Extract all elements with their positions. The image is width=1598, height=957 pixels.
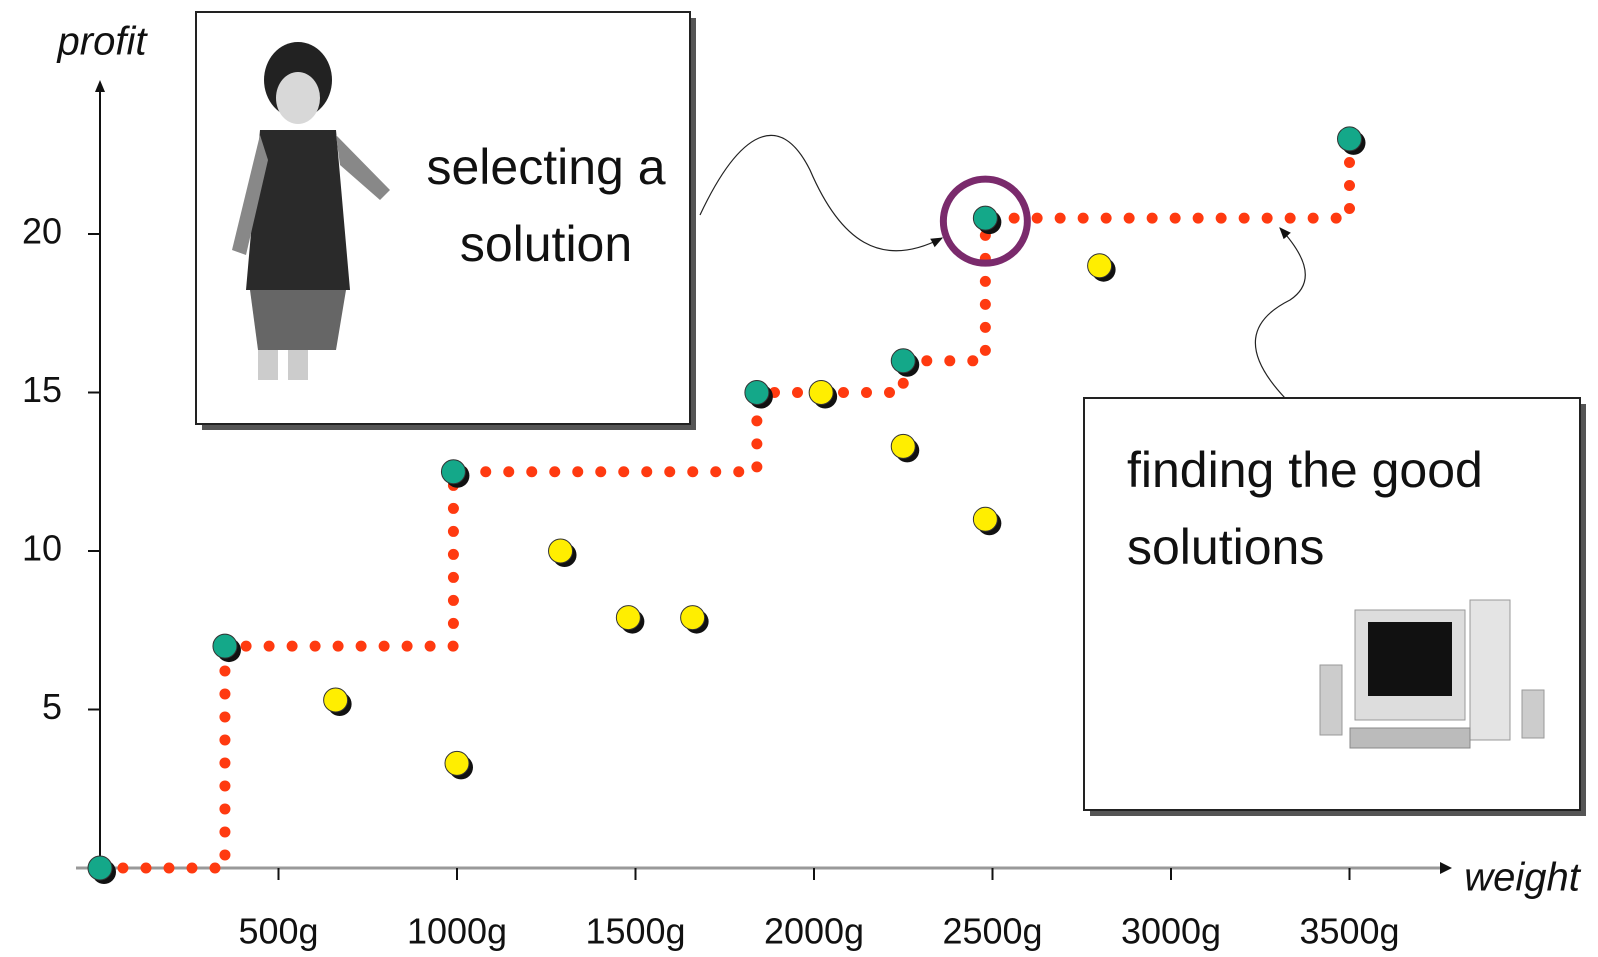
y-tick-label: 20	[22, 211, 62, 252]
point	[445, 751, 469, 775]
point	[681, 606, 705, 630]
point	[745, 381, 769, 405]
annotation-text: solutions	[1127, 519, 1324, 575]
x-tick-label: 500g	[238, 911, 318, 952]
annotation-arrow	[1255, 228, 1305, 398]
y-axis-arrow	[95, 80, 105, 92]
point	[891, 349, 915, 373]
point	[973, 507, 997, 531]
point	[1088, 254, 1112, 278]
point	[324, 688, 348, 712]
point	[891, 434, 915, 458]
x-tick-label: 3500g	[1299, 911, 1399, 952]
annotation-text: finding the good	[1127, 442, 1483, 498]
x-axis-label: weight	[1464, 856, 1582, 900]
point	[88, 856, 112, 880]
x-tick-label: 1500g	[585, 911, 685, 952]
x-tick-label: 2500g	[942, 911, 1042, 952]
x-tick-label: 3000g	[1121, 911, 1221, 952]
point	[616, 606, 640, 630]
point	[809, 381, 833, 405]
point	[549, 539, 573, 563]
y-tick-label: 10	[22, 528, 62, 569]
point	[1338, 127, 1362, 151]
x-tick-label: 2000g	[764, 911, 864, 952]
y-axis-label: profit	[57, 20, 149, 64]
point	[213, 634, 237, 658]
y-tick-label: 15	[22, 369, 62, 410]
point	[973, 206, 997, 230]
chart: profit weight selecting a solution findi…	[0, 0, 1598, 957]
annotation-text: solution	[460, 216, 632, 272]
y-tick-label: 5	[42, 686, 62, 727]
x-axis-arrow	[1440, 862, 1452, 874]
point	[441, 460, 465, 484]
x-tick-label: 1000g	[407, 911, 507, 952]
annotation-arrow	[700, 135, 942, 250]
annotation-text: selecting a	[426, 139, 665, 195]
